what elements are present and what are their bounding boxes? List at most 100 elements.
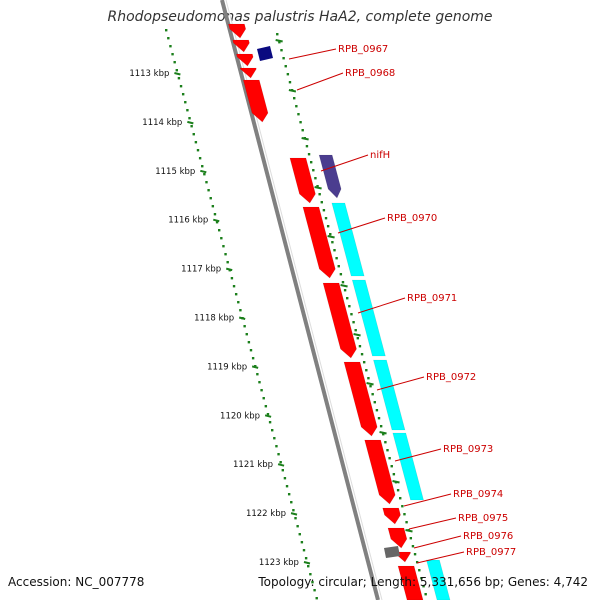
gene-label: RPB_0971 [407, 293, 457, 304]
kbp-label: 1123 kbp [259, 558, 299, 568]
kbp-dot [309, 573, 312, 576]
gene-arrow [232, 39, 250, 53]
outer-track-dot [373, 401, 376, 404]
kbp-dot [220, 237, 223, 240]
outer-track-dot [379, 425, 383, 428]
outer-track-dot [382, 433, 385, 436]
kbp-dot [171, 53, 174, 56]
accession-text: Accession: NC_007778 [8, 575, 145, 589]
kbp-dot [205, 181, 208, 184]
gene-leader-line [403, 493, 452, 507]
gene-label: RPB_0967 [338, 44, 388, 55]
outer-track-dot [367, 377, 370, 380]
kbp-dot [247, 341, 251, 344]
kbp-label: 1116 kbp [168, 216, 208, 226]
kbp-dot [207, 189, 210, 192]
outer-track-dot [377, 417, 381, 420]
outer-track-dot [316, 185, 319, 188]
outer-track-dot [371, 393, 374, 396]
outer-track-dot [286, 73, 290, 76]
kbp-tick [238, 316, 246, 320]
kbp-dot [273, 437, 276, 440]
outer-track-dot [369, 385, 372, 388]
gene-arrow [397, 565, 424, 600]
kbp-tick [277, 463, 285, 467]
gene-arrow [257, 46, 273, 61]
outer-track-dot [422, 585, 425, 588]
kbp-dot [169, 45, 172, 48]
outer-track-dot [282, 57, 285, 60]
kbp-dot [285, 485, 289, 488]
outer-track-dot [314, 177, 317, 180]
outer-track-dot [329, 233, 332, 236]
outer-track-tick [405, 529, 413, 533]
kbp-dot [311, 581, 314, 584]
outer-track-dot [288, 81, 292, 84]
map-title: Rhodopseudomonas palustris HaA2, complet… [107, 9, 493, 25]
gene-label: RPB_0976 [463, 531, 513, 542]
outer-track-dot [405, 521, 408, 524]
gene-arrow [373, 359, 406, 431]
kbp-dot [198, 157, 202, 160]
outer-track-tick [314, 186, 322, 190]
kbp-dot [262, 397, 265, 400]
outer-track-dot [403, 513, 406, 516]
kbp-dot [190, 125, 193, 128]
kbp-dot [300, 541, 304, 544]
outer-track-dot [341, 281, 345, 284]
gene-labels: RPB_0967 RPB_0968 nifH RPB_0970 RPB_0971 RPB_… [288, 44, 516, 564]
kbp-dot [181, 93, 185, 96]
kbp-label: 1114 kbp [142, 118, 182, 128]
outer-track-dot [320, 201, 323, 204]
kbp-dot [167, 37, 170, 40]
kbp-label: 1122 kbp [246, 509, 286, 519]
gene-leader-line [337, 217, 386, 234]
outer-track-dot [293, 97, 296, 100]
kbp-dot [213, 213, 217, 216]
kbp-dot [260, 389, 263, 392]
outer-track-dot [415, 561, 419, 564]
kbp-dot [281, 469, 284, 472]
outer-track-dot [295, 105, 298, 108]
outer-track-dot [326, 225, 330, 228]
gene-label: RPB_0968 [345, 68, 395, 79]
outer-track-tick [366, 382, 374, 386]
outer-track-dot [350, 313, 353, 316]
outer-track-dot [318, 193, 321, 196]
gene-arrow [318, 154, 342, 199]
kbp-dot [266, 413, 270, 416]
gene-arrow [242, 79, 269, 123]
kbp-dot [179, 85, 183, 88]
gene-arrow [364, 439, 396, 505]
genome-summary: Topology: circular; Length: 5,331,656 bp… [258, 575, 588, 589]
kbp-dot [298, 533, 301, 536]
kbp-dot [245, 333, 248, 336]
gene-arrow [331, 202, 365, 277]
gene-label: RPB_0972 [426, 372, 476, 383]
kbp-dot [249, 349, 253, 352]
kbp-dot [277, 453, 280, 456]
outer-track-tick [327, 235, 335, 239]
outer-track-dot [360, 353, 364, 356]
kbp-dot [224, 253, 227, 256]
gene-arrow [302, 206, 336, 279]
kbp-dot [251, 357, 255, 360]
kbp-dot [192, 133, 195, 136]
outer-track-dot [348, 305, 351, 308]
outer-track-dot [352, 321, 355, 324]
outer-track-dot [424, 593, 427, 596]
outer-track-dot [322, 209, 326, 212]
kbp-dot [243, 325, 246, 328]
kbp-label: 1117 kbp [181, 265, 221, 275]
gene-label: nifH [370, 150, 390, 161]
kbp-dot [194, 141, 198, 144]
outer-track-dot [307, 153, 311, 156]
kbp-dot [283, 477, 287, 480]
kbp-dot [230, 277, 234, 280]
kbp-dot [203, 173, 206, 176]
kbp-tick [225, 267, 233, 272]
gene-leader-line [288, 48, 337, 60]
kbp-dot [279, 461, 282, 464]
kbp-dot [175, 69, 178, 72]
